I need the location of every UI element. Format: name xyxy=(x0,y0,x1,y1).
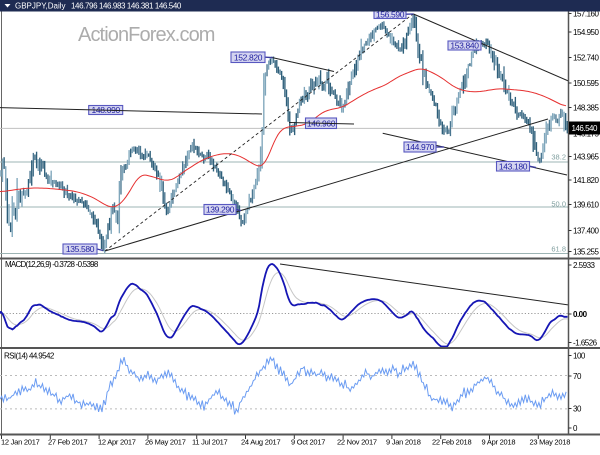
svg-text:139.610: 139.610 xyxy=(573,201,599,210)
svg-text:RSI(14) 44.9542: RSI(14) 44.9542 xyxy=(4,352,55,361)
svg-text:12 Jan 2017: 12 Jan 2017 xyxy=(1,438,40,447)
svg-text:GBPJPY,Daily: GBPJPY,Daily xyxy=(15,2,66,11)
svg-text:143.965: 143.965 xyxy=(573,153,599,162)
svg-text:0.00: 0.00 xyxy=(573,310,588,319)
svg-text:27 Feb 2017: 27 Feb 2017 xyxy=(48,438,87,447)
svg-text:153.840: 153.840 xyxy=(450,41,479,51)
svg-text:9 Oct 2017: 9 Oct 2017 xyxy=(291,438,325,447)
svg-text:143.180: 143.180 xyxy=(499,161,528,171)
svg-text:23 May 2018: 23 May 2018 xyxy=(530,438,571,447)
svg-text:141.820: 141.820 xyxy=(573,176,599,185)
svg-text:135.580: 135.580 xyxy=(66,244,95,254)
svg-text:30: 30 xyxy=(573,405,582,414)
svg-text:150.595: 150.595 xyxy=(573,79,599,88)
svg-text:22 Nov 2017: 22 Nov 2017 xyxy=(337,438,377,447)
svg-text:137.400: 137.400 xyxy=(573,227,599,236)
svg-text:11 Jul 2017: 11 Jul 2017 xyxy=(192,438,228,447)
svg-text:146.540: 146.540 xyxy=(572,124,598,133)
svg-text:139.290: 139.290 xyxy=(206,205,235,215)
svg-text:61.8: 61.8 xyxy=(551,245,566,254)
svg-text:24 Aug 2017: 24 Aug 2017 xyxy=(241,438,280,447)
svg-text:MACD(12,26,9) -0.3728 -0.5398: MACD(12,26,9) -0.3728 -0.5398 xyxy=(5,260,99,269)
svg-text:ActionForex.com: ActionForex.com xyxy=(78,24,215,46)
svg-text:144.970: 144.970 xyxy=(406,142,435,152)
svg-text:-1.6526: -1.6526 xyxy=(573,339,598,348)
svg-text:148.385: 148.385 xyxy=(573,104,599,113)
svg-text:70: 70 xyxy=(573,372,582,381)
svg-text:152.740: 152.740 xyxy=(573,54,599,63)
svg-text:26 May 2017: 26 May 2017 xyxy=(145,438,186,447)
svg-text:146.796 146.983 146.381 146.54: 146.796 146.983 146.381 146.540 xyxy=(71,2,182,11)
svg-text:135.255: 135.255 xyxy=(573,248,599,257)
svg-text:22 Feb 2018: 22 Feb 2018 xyxy=(432,438,471,447)
svg-text:38.2: 38.2 xyxy=(551,153,566,162)
svg-text:9 Jan 2018: 9 Jan 2018 xyxy=(386,438,421,447)
svg-text:12 Apr 2017: 12 Apr 2017 xyxy=(98,438,136,447)
svg-text:100: 100 xyxy=(573,352,586,361)
svg-text:154.950: 154.950 xyxy=(573,28,599,37)
svg-text:50.0: 50.0 xyxy=(551,200,566,209)
svg-text:9 Apr 2018: 9 Apr 2018 xyxy=(482,438,516,447)
svg-text:152.820: 152.820 xyxy=(234,52,263,62)
svg-text:2.5933: 2.5933 xyxy=(573,261,596,270)
